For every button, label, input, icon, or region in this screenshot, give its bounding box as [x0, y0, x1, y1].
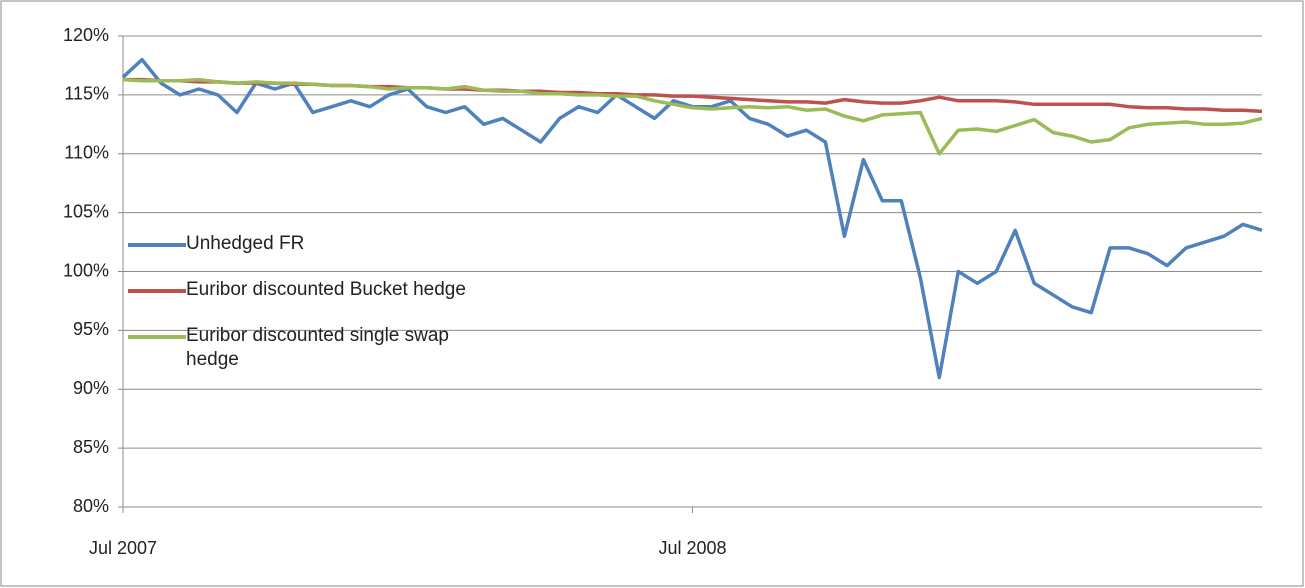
y-tick-label: 120% [63, 25, 109, 45]
x-tick-label: Jul 2007 [89, 538, 157, 558]
y-tick-label: 90% [73, 378, 109, 398]
y-tick-label: 85% [73, 437, 109, 457]
x-tick-label: Jul 2008 [658, 538, 726, 558]
legend-item: Euribor discounted Bucket hedge [128, 278, 548, 302]
legend-item: Unhedged FR [128, 232, 548, 256]
legend: Unhedged FR Euribor discounted Bucket hed… [128, 232, 548, 394]
y-tick-label: 100% [63, 260, 109, 280]
y-tick-label: 80% [73, 496, 109, 516]
legend-label: Euribor discounted single swap hedge [186, 325, 449, 370]
legend-label: Euribor discounted Bucket hedge [186, 279, 466, 300]
y-tick-label: 115% [64, 84, 109, 104]
legend-item: Euribor discounted single swap hedge [128, 324, 548, 372]
legend-swatch [128, 289, 186, 293]
legend-label: Unhedged FR [186, 233, 305, 254]
legend-swatch [128, 335, 186, 339]
legend-swatch [128, 243, 186, 247]
series-line [122, 77, 1263, 156]
y-tick-label: 95% [73, 319, 109, 339]
y-tick-label: 105% [63, 201, 109, 221]
y-tick-label: 110% [64, 143, 109, 163]
